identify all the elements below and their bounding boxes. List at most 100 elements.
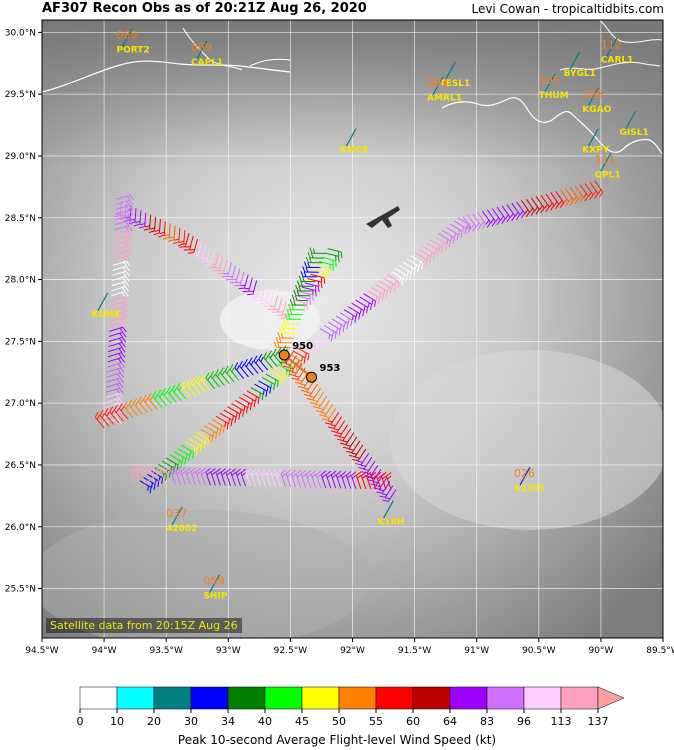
wind-barb-staff	[105, 392, 120, 398]
wind-barb-staff	[277, 363, 290, 372]
wind-barb-flag	[300, 383, 306, 386]
wind-barb-staff	[384, 485, 394, 498]
wind-barb-flag	[351, 452, 357, 455]
wind-barb-flag	[165, 466, 171, 472]
wind-barb-staff	[200, 379, 211, 391]
station-id-label: BYGL1	[564, 69, 596, 79]
wind-barb-flag	[287, 314, 291, 320]
station-wind-value: 093	[427, 77, 448, 90]
wind-barb-flag	[204, 263, 211, 266]
wind-barb-flag	[573, 196, 578, 201]
wind-barb-staff	[445, 226, 459, 235]
wind-barb-flag	[495, 217, 499, 222]
wind-barb-flag	[288, 367, 294, 370]
wind-barb-flag	[196, 471, 202, 476]
wind-barb-staff	[343, 309, 357, 318]
wind-barb-flag	[152, 391, 157, 397]
flight-track	[283, 354, 313, 378]
wind-barb-staff	[239, 365, 249, 378]
wind-barb-staff	[215, 472, 221, 486]
wind-barb-staff	[394, 267, 408, 277]
wind-barb-staff	[569, 187, 579, 200]
wind-barb-flag	[251, 399, 254, 405]
wind-barb-flag	[248, 357, 253, 363]
wind-barb-flag	[316, 473, 322, 478]
wind-barb-flag	[306, 398, 313, 401]
wind-barb-flag	[268, 350, 272, 357]
station-id-label: K18H	[377, 518, 404, 528]
wind-barb-staff	[227, 406, 240, 415]
station-id-label: AMRL1	[427, 94, 462, 104]
wind-barb-flag	[231, 367, 235, 373]
wind-barb-flag	[268, 308, 275, 310]
wind-barb-flag	[296, 280, 300, 287]
wind-barb-flag	[291, 304, 295, 310]
wind-barb-flag	[491, 220, 496, 227]
wind-barb-flag	[174, 238, 180, 241]
wind-barb-flag	[251, 296, 258, 299]
wind-barb-flag	[176, 470, 181, 475]
wind-barb-flag	[379, 495, 386, 498]
wind-barb-flag	[350, 319, 353, 326]
wind-barb-flag	[126, 200, 131, 206]
wind-barb-flag	[305, 267, 309, 273]
wind-barb-flag	[307, 354, 310, 361]
wind-barb-flag	[139, 399, 144, 405]
wind-barb-flag	[124, 296, 129, 302]
wind-barb-flag	[277, 342, 280, 348]
wind-barb-flag	[334, 255, 337, 261]
wind-barb-staff	[114, 230, 129, 236]
wind-barb-flag	[180, 467, 186, 472]
wind-barb-flag	[142, 394, 147, 401]
wind-barb-staff	[268, 355, 278, 368]
wind-barb-flag	[336, 432, 342, 435]
wind-barb-staff	[173, 451, 187, 460]
wind-barb-staff	[114, 220, 129, 226]
wind-barb-flag	[275, 336, 279, 343]
wind-barb-flag	[200, 260, 207, 263]
wind-barb-flag	[125, 271, 130, 277]
wind-barb-staff	[345, 475, 352, 489]
wind-barb-staff	[109, 411, 119, 424]
wind-barb-flag	[238, 287, 245, 290]
wind-barb-flag	[169, 236, 175, 239]
wind-barb-flag	[149, 227, 155, 230]
wind-barb-staff	[331, 318, 345, 327]
wind-barb-flag	[114, 419, 119, 424]
wind-barb-flag	[230, 468, 236, 473]
wind-barb-staff	[265, 473, 272, 487]
wind-barb-flag	[300, 389, 307, 393]
wind-barb-flag	[269, 353, 274, 359]
wind-barb-staff	[244, 274, 249, 289]
wind-barb-staff	[442, 229, 455, 239]
wind-barb-flag	[381, 294, 384, 301]
lat-tick-label: 28.5°N	[5, 214, 36, 224]
wind-barb-flag	[191, 377, 195, 384]
wind-barb-staff	[342, 428, 352, 441]
wind-barb-flag	[124, 226, 129, 231]
wind-barb-flag	[506, 217, 511, 223]
wind-barb-staff	[211, 419, 225, 428]
wind-barb-staff	[472, 213, 482, 226]
wind-barb-staff	[301, 286, 316, 291]
wind-barb-flag	[200, 467, 206, 473]
wind-barb-flag	[116, 388, 121, 394]
wind-barb-flag	[195, 375, 200, 382]
wind-barb-flag	[363, 468, 369, 471]
wind-barb-flag	[94, 411, 99, 418]
wind-barb-flag	[130, 402, 134, 408]
wind-barb-staff	[215, 415, 229, 424]
wind-barb-flag	[293, 300, 296, 306]
wind-barb-staff	[153, 216, 157, 231]
wind-barb-staff	[170, 471, 176, 485]
wind-barb-flag	[347, 318, 350, 324]
wind-barb-flag	[118, 393, 124, 399]
wind-barb-flag	[409, 272, 412, 279]
wind-barb-flag	[273, 384, 275, 391]
wind-barb-staff	[104, 413, 115, 425]
station-wind-barb	[444, 61, 456, 81]
wind-barb-staff	[555, 190, 565, 204]
cloud-band-south	[42, 510, 370, 638]
wind-barb-flag	[331, 474, 337, 479]
